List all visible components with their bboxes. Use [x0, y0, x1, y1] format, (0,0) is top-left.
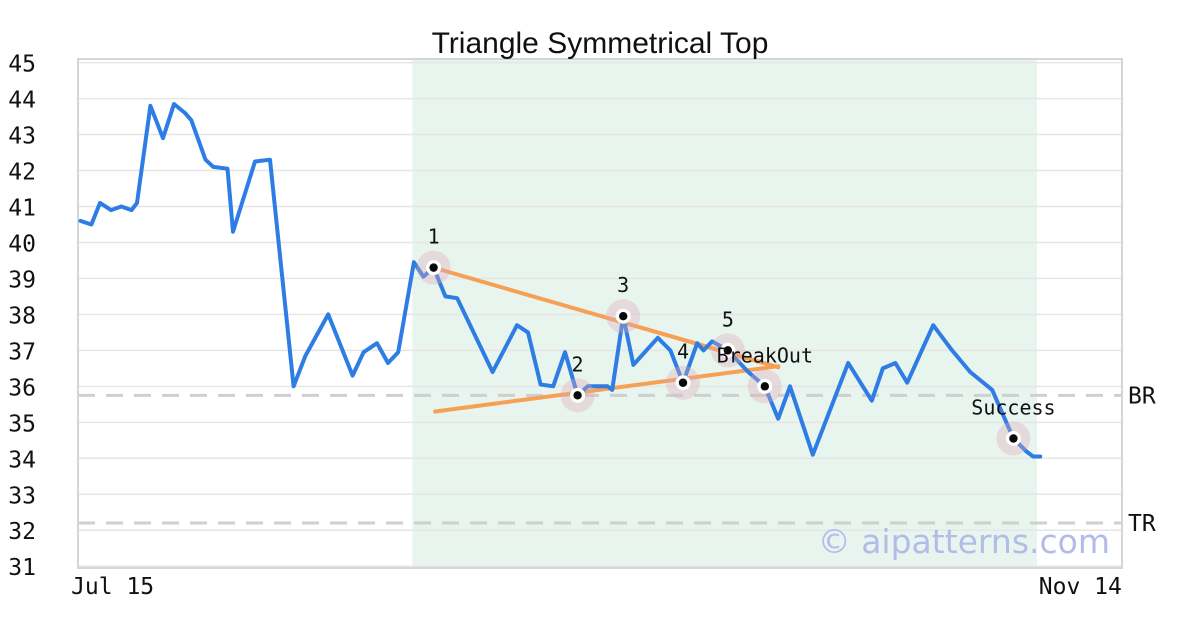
pattern-point-2: 2	[560, 352, 595, 413]
watermark: © aipatterns.com	[817, 522, 1110, 561]
x-axis-tick-labels: Jul 15 Nov 14	[71, 574, 1122, 600]
y-tick-label: 42	[8, 160, 36, 186]
x-tick-label: Nov 14	[1039, 574, 1122, 600]
y-tick-label: 43	[8, 124, 36, 150]
gridlines	[78, 61, 1122, 567]
marker-label: 3	[617, 273, 629, 297]
y-tick-label: 38	[8, 303, 36, 329]
pattern-point-BreakOut: BreakOut	[717, 343, 813, 404]
pattern-point-Success: Success	[971, 396, 1056, 456]
y-tick-label: 36	[8, 375, 36, 401]
marker-label: BreakOut	[717, 343, 813, 367]
y-tick-label: 35	[8, 411, 36, 437]
marker-dot	[619, 311, 628, 321]
marker-dot	[573, 391, 582, 400]
level-line-TR: TR	[78, 511, 1156, 537]
marker-dot	[429, 263, 438, 272]
y-tick-label: 37	[8, 339, 36, 365]
y-tick-label: 32	[8, 519, 36, 545]
level-label: TR	[1128, 511, 1156, 537]
marker-label: Success	[971, 396, 1055, 420]
plot-frame	[77, 58, 1123, 569]
pattern-point-5: 5	[710, 307, 745, 368]
marker-dot	[760, 382, 770, 391]
price-line-series	[78, 102, 1043, 459]
pattern-point-1: 1	[416, 225, 451, 285]
marker-label: 4	[677, 340, 689, 364]
x-tick-label: Jul 15	[71, 574, 154, 600]
y-tick-label: 41	[8, 195, 36, 221]
pattern-point-4: 4	[666, 340, 701, 400]
pattern-point-3: 3	[606, 273, 641, 334]
marker-label: 1	[428, 225, 440, 249]
marker-dot	[678, 378, 688, 387]
level-line-BR: BR	[78, 383, 1156, 409]
y-tick-label: 31	[8, 555, 36, 581]
y-tick-label: 33	[8, 483, 36, 509]
y-tick-label: 34	[8, 447, 36, 473]
pattern-shaded-region	[412, 59, 1038, 568]
y-axis-tick-labels: 31 32 33 34 35 36 37 38 39 40 41 42 43 44 45	[8, 52, 36, 582]
marker-label: 5	[722, 307, 734, 331]
y-tick-label: 45	[8, 52, 36, 78]
trendline-lower-support	[433, 364, 781, 414]
chart-title: Triangle Symmetrical Top	[431, 27, 769, 60]
y-tick-label: 44	[8, 88, 36, 114]
marker-label: 2	[572, 352, 584, 376]
y-tick-label: 40	[8, 231, 36, 257]
level-label: BR	[1128, 383, 1156, 409]
y-tick-label: 39	[8, 267, 36, 293]
marker-dot	[723, 346, 733, 355]
marker-dot	[1009, 434, 1018, 443]
